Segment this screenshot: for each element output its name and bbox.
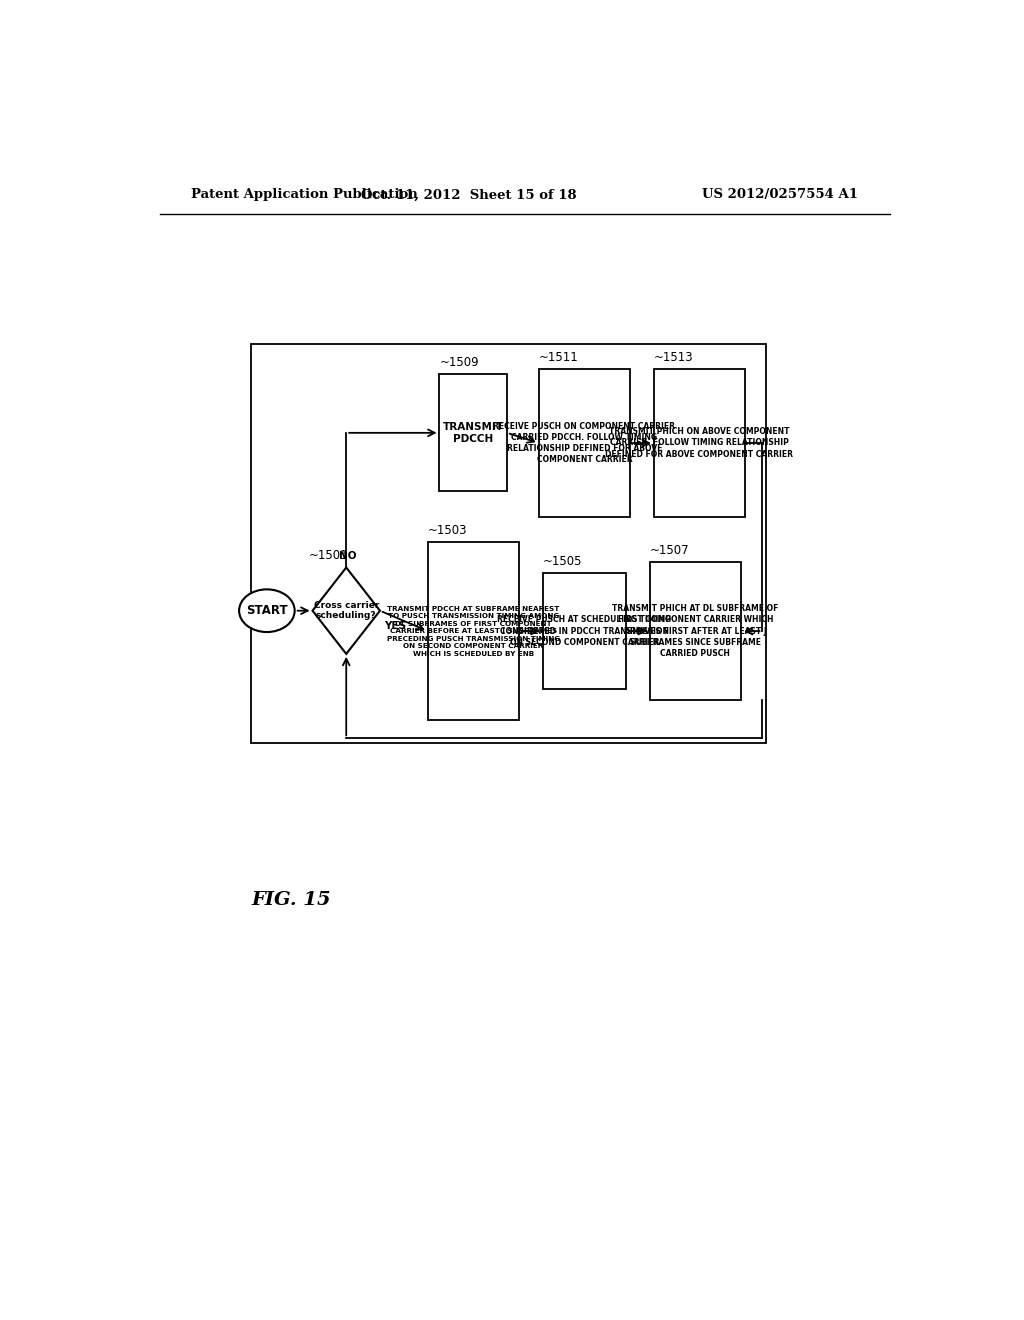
FancyBboxPatch shape (428, 543, 519, 719)
Text: ~1511: ~1511 (539, 351, 579, 364)
Text: ~1513: ~1513 (653, 351, 693, 364)
FancyBboxPatch shape (543, 573, 626, 689)
Text: Cross carrier
scheduling?: Cross carrier scheduling? (313, 601, 379, 620)
Polygon shape (312, 568, 380, 653)
Text: TRANSMIT PHICH ON ABOVE COMPONENT
CARRIER. FOLLOW TIMING RELATIONSHIP
DEFINED FO: TRANSMIT PHICH ON ABOVE COMPONENT CARRIE… (605, 428, 794, 458)
Text: US 2012/0257554 A1: US 2012/0257554 A1 (702, 189, 858, 202)
Text: ~1509: ~1509 (439, 356, 479, 370)
Text: TRANSMIT PHICH AT DL SUBFRAME OF
FIRST COMPONENT CARRIER WHICH
ARRIVES FIRST AFT: TRANSMIT PHICH AT DL SUBFRAME OF FIRST C… (612, 605, 778, 657)
FancyBboxPatch shape (439, 375, 507, 491)
Text: TRANSMIT
PDCCH: TRANSMIT PDCCH (442, 421, 504, 444)
Text: TRANSMIT PDCCH AT SUBFRAME NEAREST
TO PUSCH TRANSMISSION TIMING AMONG
DL SUBFRAM: TRANSMIT PDCCH AT SUBFRAME NEAREST TO PU… (387, 606, 560, 656)
Text: FIG. 15: FIG. 15 (251, 891, 331, 909)
Text: Patent Application Publication: Patent Application Publication (191, 189, 418, 202)
Text: RECEIVE PUSCH ON COMPONENT CARRIER
CARRIED PDCCH. FOLLOW TIMING
RELATIONSHIP DEF: RECEIVE PUSCH ON COMPONENT CARRIER CARRI… (494, 422, 675, 465)
Ellipse shape (239, 589, 295, 632)
Text: Oct. 11, 2012  Sheet 15 of 18: Oct. 11, 2012 Sheet 15 of 18 (361, 189, 578, 202)
Text: YES: YES (384, 620, 406, 631)
Text: ~1505: ~1505 (543, 554, 583, 568)
Text: ~1507: ~1507 (650, 544, 689, 557)
Text: ~1501: ~1501 (308, 549, 348, 562)
Text: START: START (246, 605, 288, 618)
FancyBboxPatch shape (653, 370, 745, 516)
FancyBboxPatch shape (650, 562, 741, 700)
Text: RECEIVE PUSCH AT SCHEDULING TIMING
CONSIDERED IN PDCCH TRANSMISSION
ON SECOND CO: RECEIVE PUSCH AT SCHEDULING TIMING CONSI… (498, 615, 672, 647)
FancyBboxPatch shape (539, 370, 630, 516)
Text: NO: NO (339, 552, 356, 561)
Text: ~1503: ~1503 (428, 524, 467, 537)
